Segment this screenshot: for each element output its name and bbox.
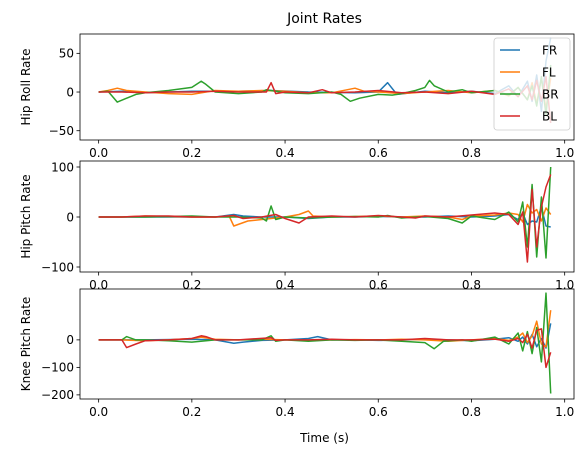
y-tick-label: −50	[49, 124, 74, 138]
panel-2: 0.0 0.2 0.4 0.6 0.8 1.0 −100 0 100 Hip Pitch Rate	[19, 160, 575, 292]
x-tick-label: 0.4	[276, 278, 295, 292]
x-tick-label: 0.2	[182, 405, 201, 419]
legend-label-bl: BL	[542, 110, 557, 124]
series-line-br-panel-3	[98, 292, 552, 394]
x-tick-label: 0.2	[182, 146, 201, 160]
x-tick-label: 0.0	[89, 278, 108, 292]
y-axis-label: Knee Pitch Rate	[19, 297, 33, 392]
x-tick-label: 0.0	[89, 146, 108, 160]
series-line-fr-panel-3	[98, 323, 552, 349]
x-tick-label: 0.6	[369, 146, 388, 160]
y-tick-label: −100	[41, 260, 74, 274]
chart-title: Joint Rates	[286, 11, 362, 27]
y-tick-label: 0	[66, 333, 74, 347]
series-line-bl-panel-2	[98, 174, 552, 263]
y-tick-label: −100	[41, 361, 74, 375]
x-tick-label: 0.8	[462, 278, 481, 292]
y-tick-label: 0	[66, 85, 74, 99]
x-tick-label: 0.6	[369, 405, 388, 419]
legend-label-fr: FR	[542, 44, 557, 58]
x-tick-label: 1.0	[555, 146, 574, 160]
x-tick-label: 1.0	[555, 278, 574, 292]
y-axis-label: Hip Pitch Rate	[19, 174, 33, 258]
x-tick-label: 0.6	[369, 278, 388, 292]
series-line-bl-panel-3	[98, 328, 552, 369]
series-line-fr-panel-1	[98, 37, 552, 113]
x-tick-label: 0.2	[182, 278, 201, 292]
series-line-bl-panel-1	[98, 75, 552, 124]
x-tick-label: 0.4	[276, 405, 295, 419]
x-tick-label: 0.8	[462, 405, 481, 419]
x-tick-label: 0.4	[276, 146, 295, 160]
panel-frame	[79, 33, 575, 141]
legend-label-br: BR	[542, 88, 559, 102]
panel-frame	[79, 160, 575, 273]
legend-label-fl: FL	[542, 66, 556, 80]
y-tick-label: 50	[59, 47, 74, 61]
x-tick-label: 0.8	[462, 146, 481, 160]
panel-3: 0.0 0.2 0.4 0.6 0.8 1.0 −200 −100 0 Knee Pitch Ra…	[19, 288, 575, 419]
panel-1: 0.0 0.2 0.4 0.6 0.8 1.0 −50 0 50 Hip Roll Rate	[19, 33, 575, 160]
legend: FR FL BR BL	[493, 37, 571, 131]
x-tick-label: 1.0	[555, 405, 574, 419]
panel-frame	[79, 288, 575, 400]
legend-frame	[493, 37, 571, 131]
x-axis-label: Time (s)	[299, 431, 349, 445]
y-tick-label: 100	[51, 160, 74, 174]
y-axis-label: Hip Roll Rate	[19, 49, 33, 126]
y-tick-label: 0	[66, 210, 74, 224]
x-tick-label: 0.0	[89, 405, 108, 419]
series-line-fl-panel-1	[98, 77, 552, 110]
y-tick-label: −200	[41, 388, 74, 402]
series-line-br-panel-2	[98, 166, 552, 259]
